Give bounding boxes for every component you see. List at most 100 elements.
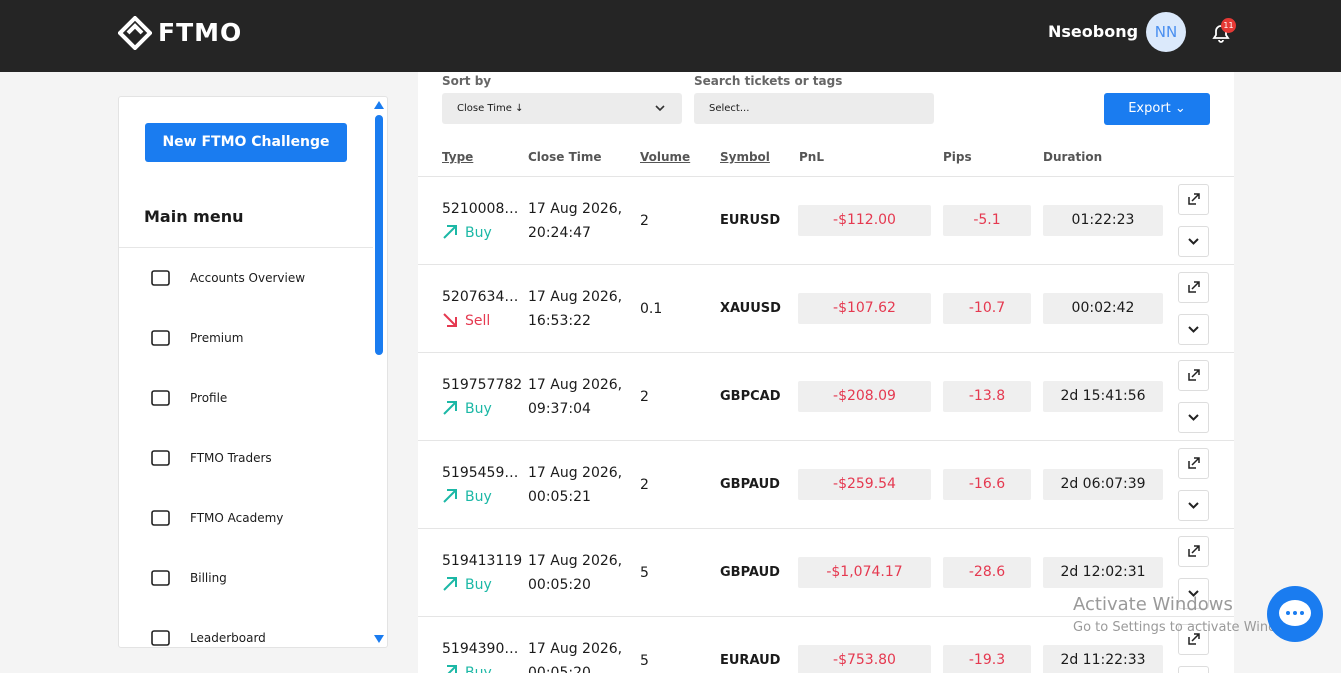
column-header: Close Time	[528, 150, 602, 164]
icon	[1188, 326, 1199, 333]
duration: 2d 11:22:33	[1043, 645, 1163, 673]
avatar[interactable]: NN	[1146, 12, 1186, 52]
column-header[interactable]: Symbol	[720, 150, 770, 164]
expand-button[interactable]	[1178, 490, 1209, 521]
duration: 2d 06:07:39	[1043, 469, 1163, 500]
volume: 2	[640, 389, 649, 405]
icon	[443, 313, 457, 327]
duration: 2d 15:41:56	[1043, 381, 1163, 412]
icon	[443, 401, 457, 415]
open-button[interactable]	[1178, 360, 1209, 391]
side-arrow	[442, 312, 458, 332]
trade-row: 519413119 Buy 17 Aug 2026, 00:05:20 5 GBPAUD -…	[418, 528, 1234, 617]
icon	[443, 489, 457, 503]
column-header: Duration	[1043, 150, 1103, 164]
menu-item[interactable]: FTMO Academy	[149, 506, 369, 530]
menu-item[interactable]: Premium	[149, 326, 369, 350]
icon	[1188, 238, 1199, 245]
open-button[interactable]	[1178, 448, 1209, 479]
sort-select[interactable]: Close Time ↓	[442, 93, 682, 124]
search-label: Search tickets or tags	[694, 74, 843, 88]
trade-row: 5207634… Sell 17 Aug 2026, 16:53:22 0.1 XAUUS…	[418, 264, 1234, 353]
ticket: 519413119	[442, 553, 523, 569]
side-arrow	[442, 576, 458, 596]
close-date: 17 Aug 2026,	[528, 553, 623, 569]
icon	[1188, 281, 1200, 293]
close-time: 00:05:20	[528, 665, 591, 673]
pnl: -$259.54	[798, 469, 931, 500]
ticket: 519757782	[442, 377, 523, 393]
pnl: -$208.09	[798, 381, 931, 412]
user-name[interactable]: Nseobong	[1048, 22, 1139, 41]
scroll-up[interactable]	[374, 101, 384, 109]
icon	[151, 450, 170, 466]
new-challenge-button[interactable]: New FTMO Challenge	[145, 123, 347, 162]
side-arrow	[442, 488, 458, 508]
open-button[interactable]	[1178, 536, 1209, 567]
chat-icon	[1279, 600, 1311, 626]
column-header[interactable]: Type	[442, 150, 474, 164]
icon	[151, 570, 170, 586]
expand-button[interactable]	[1178, 402, 1209, 433]
close-time: 20:24:47	[528, 225, 591, 241]
icon	[1188, 414, 1199, 421]
expand-button[interactable]	[1178, 578, 1209, 609]
volume: 2	[640, 213, 649, 229]
scroll-down[interactable]	[374, 635, 384, 643]
expand-button[interactable]	[1178, 226, 1209, 257]
chat-button[interactable]	[1267, 586, 1323, 642]
scrollbar[interactable]	[375, 115, 383, 355]
sidebar: New FTMO Challenge Main menu Accounts Ov…	[118, 96, 388, 648]
menu-item[interactable]: Leaderboard	[149, 626, 369, 647]
ticket: 5210008…	[442, 201, 519, 217]
side: Buy	[465, 577, 492, 593]
pips: -5.1	[943, 205, 1031, 236]
column-header[interactable]: Volume	[640, 150, 691, 164]
close-date: 17 Aug 2026,	[528, 377, 623, 393]
open-button[interactable]	[1178, 624, 1209, 655]
icon	[1188, 369, 1200, 381]
logo-mark	[118, 16, 152, 50]
sort-value: Close Time ↓	[457, 103, 524, 114]
icon	[151, 270, 170, 286]
column-header: PnL	[799, 150, 824, 164]
trade-row: 5194390… Buy 17 Aug 2026, 00:05:20 5 EURAUD -$…	[418, 616, 1234, 673]
pips: -28.6	[943, 557, 1031, 588]
side: Buy	[465, 225, 492, 241]
pnl: -$107.62	[798, 293, 931, 324]
side-arrow	[442, 400, 458, 420]
side-arrow	[442, 664, 458, 673]
top-bar: FTMO Nseobong NN 11	[0, 0, 1341, 72]
menu-item[interactable]: FTMO Traders	[149, 446, 369, 470]
expand-button[interactable]	[1178, 314, 1209, 345]
icon	[1188, 502, 1199, 509]
icon	[1188, 193, 1200, 205]
symbol: EURUSD	[720, 213, 781, 228]
side: Buy	[465, 489, 492, 505]
expand-button[interactable]	[1178, 666, 1209, 673]
duration: 00:02:42	[1043, 293, 1163, 324]
icon	[447, 665, 457, 673]
chevron	[655, 105, 665, 112]
pips: -13.8	[943, 381, 1031, 412]
open-button[interactable]	[1178, 272, 1209, 303]
menu-label: Billing	[190, 571, 227, 585]
search-select[interactable]: Select...	[694, 93, 934, 124]
icon	[151, 510, 170, 526]
export-button[interactable]: Export ⌄	[1104, 93, 1210, 125]
side: Sell	[465, 313, 491, 329]
logo[interactable]: FTMO	[158, 18, 243, 47]
close-date: 17 Aug 2026,	[528, 465, 623, 481]
menu-item[interactable]: Profile	[149, 386, 369, 410]
icon	[1179, 667, 1208, 673]
icon	[1188, 545, 1200, 557]
icon	[443, 225, 457, 239]
menu-item[interactable]: Accounts Overview	[149, 266, 369, 290]
menu-label: Premium	[190, 331, 244, 345]
close-time: 16:53:22	[528, 313, 591, 329]
open-button[interactable]	[1178, 184, 1209, 215]
menu-item[interactable]: Billing	[149, 566, 369, 590]
close-date: 17 Aug 2026,	[528, 641, 623, 657]
side: Buy	[465, 401, 492, 417]
